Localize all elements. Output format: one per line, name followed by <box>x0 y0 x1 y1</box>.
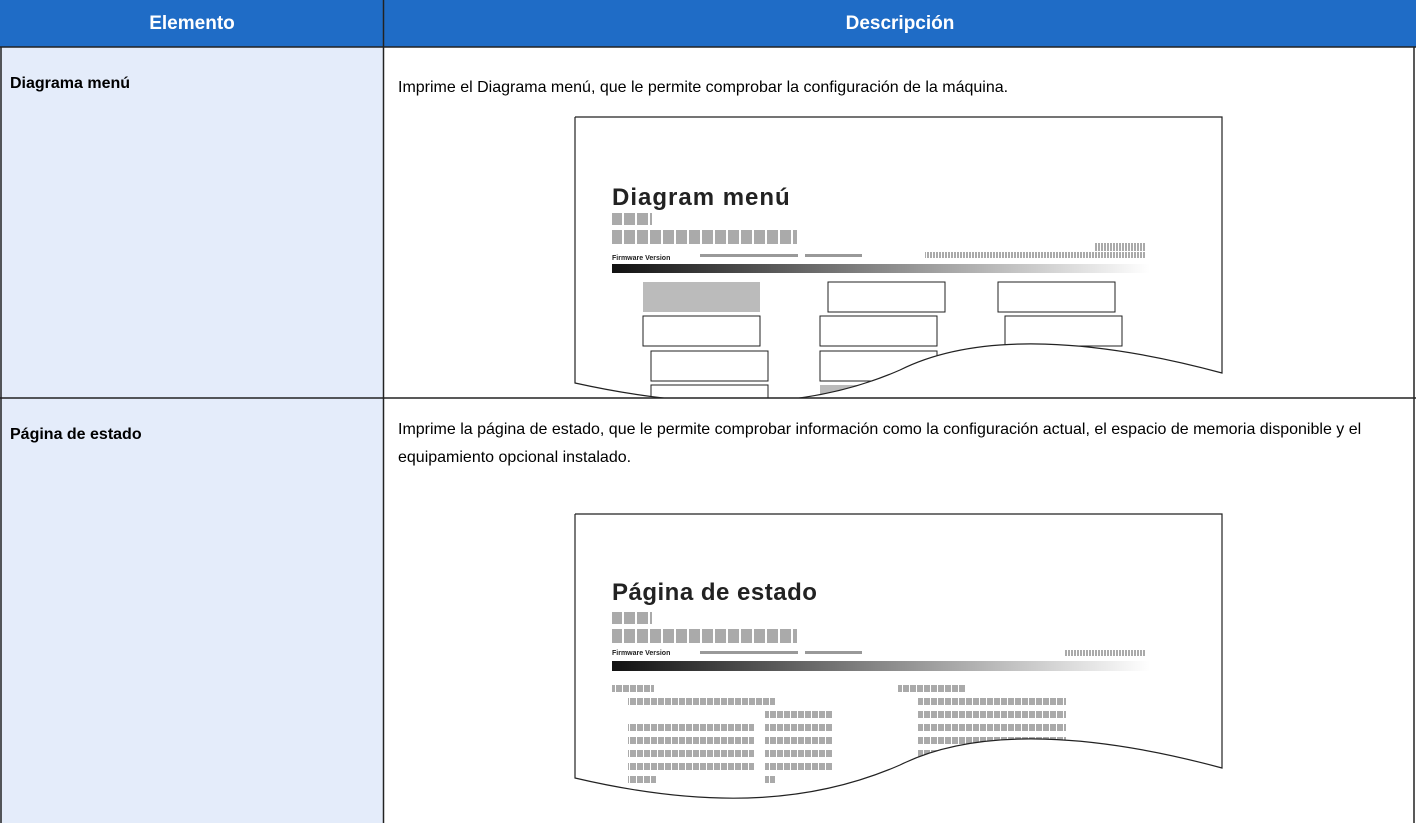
header-cell: Elemento <box>0 0 384 47</box>
placeholder-block <box>765 711 833 718</box>
placeholder-block <box>628 776 656 783</box>
illustration-title: Página de estado <box>612 579 817 606</box>
menu-box <box>827 281 946 313</box>
placeholder-line <box>700 651 798 654</box>
header-cell: Descripción <box>384 0 1416 47</box>
firmware-label: Firmware Version <box>612 255 670 262</box>
menu-box <box>650 384 769 398</box>
placeholder-block <box>765 776 775 783</box>
placeholder-block <box>765 763 833 770</box>
placeholder-block <box>628 724 754 731</box>
placeholder-block <box>612 612 652 624</box>
page-outline <box>574 116 1223 398</box>
placeholder-block <box>765 750 833 757</box>
illustration-title: Diagram menú <box>612 184 791 211</box>
illustration: Diagram menú Firmware Version <box>612 184 1150 398</box>
item: Página de estado <box>10 426 142 443</box>
placeholder-block <box>1065 650 1145 656</box>
placeholder-block <box>612 213 652 225</box>
menu-box <box>997 281 1116 313</box>
placeholder-block <box>918 711 1066 718</box>
menu-box <box>819 315 938 347</box>
placeholder-block <box>612 230 797 244</box>
menu-box <box>650 350 769 382</box>
menu-box <box>1004 315 1123 347</box>
description: Imprime la página de estado, que le perm… <box>398 421 1362 466</box>
page-outline <box>574 513 1223 799</box>
placeholder-block <box>765 737 833 744</box>
item-cell: Página de estado <box>0 398 384 823</box>
placeholder-block <box>918 724 1066 731</box>
placeholder-block <box>1095 243 1145 251</box>
placeholder-block <box>628 698 775 705</box>
placeholder-block <box>918 750 1066 757</box>
item-cell: Diagrama menú <box>0 47 384 398</box>
placeholder-line <box>805 254 862 257</box>
menu-box <box>642 315 761 347</box>
placeholder-block <box>628 737 754 744</box>
description: Imprime el Diagrama menú, que le permite… <box>398 79 1009 96</box>
menu-box <box>820 385 937 398</box>
placeholder-block <box>628 750 754 757</box>
description-cell: Imprime el Diagrama menú, que le permite… <box>384 47 1414 398</box>
placeholder-block <box>898 685 966 692</box>
description-cell: Imprime la página de estado, que le perm… <box>384 398 1414 823</box>
placeholder-line <box>805 651 862 654</box>
placeholder-line <box>700 254 798 257</box>
menu-box <box>643 282 760 312</box>
illustration: Página de estado Firmware Version <box>612 579 1150 783</box>
placeholder-block <box>612 685 654 692</box>
placeholder-block <box>925 252 1145 258</box>
firmware-label: Firmware Version <box>612 650 670 657</box>
item: Diagrama menú <box>10 75 131 92</box>
placeholder-block <box>918 698 1066 705</box>
placeholder-block <box>628 763 754 770</box>
menu-box <box>819 350 938 382</box>
placeholder-block <box>765 724 833 731</box>
gradient-bar <box>612 264 1150 273</box>
gradient-bar <box>612 661 1150 671</box>
placeholder-block <box>612 629 797 643</box>
